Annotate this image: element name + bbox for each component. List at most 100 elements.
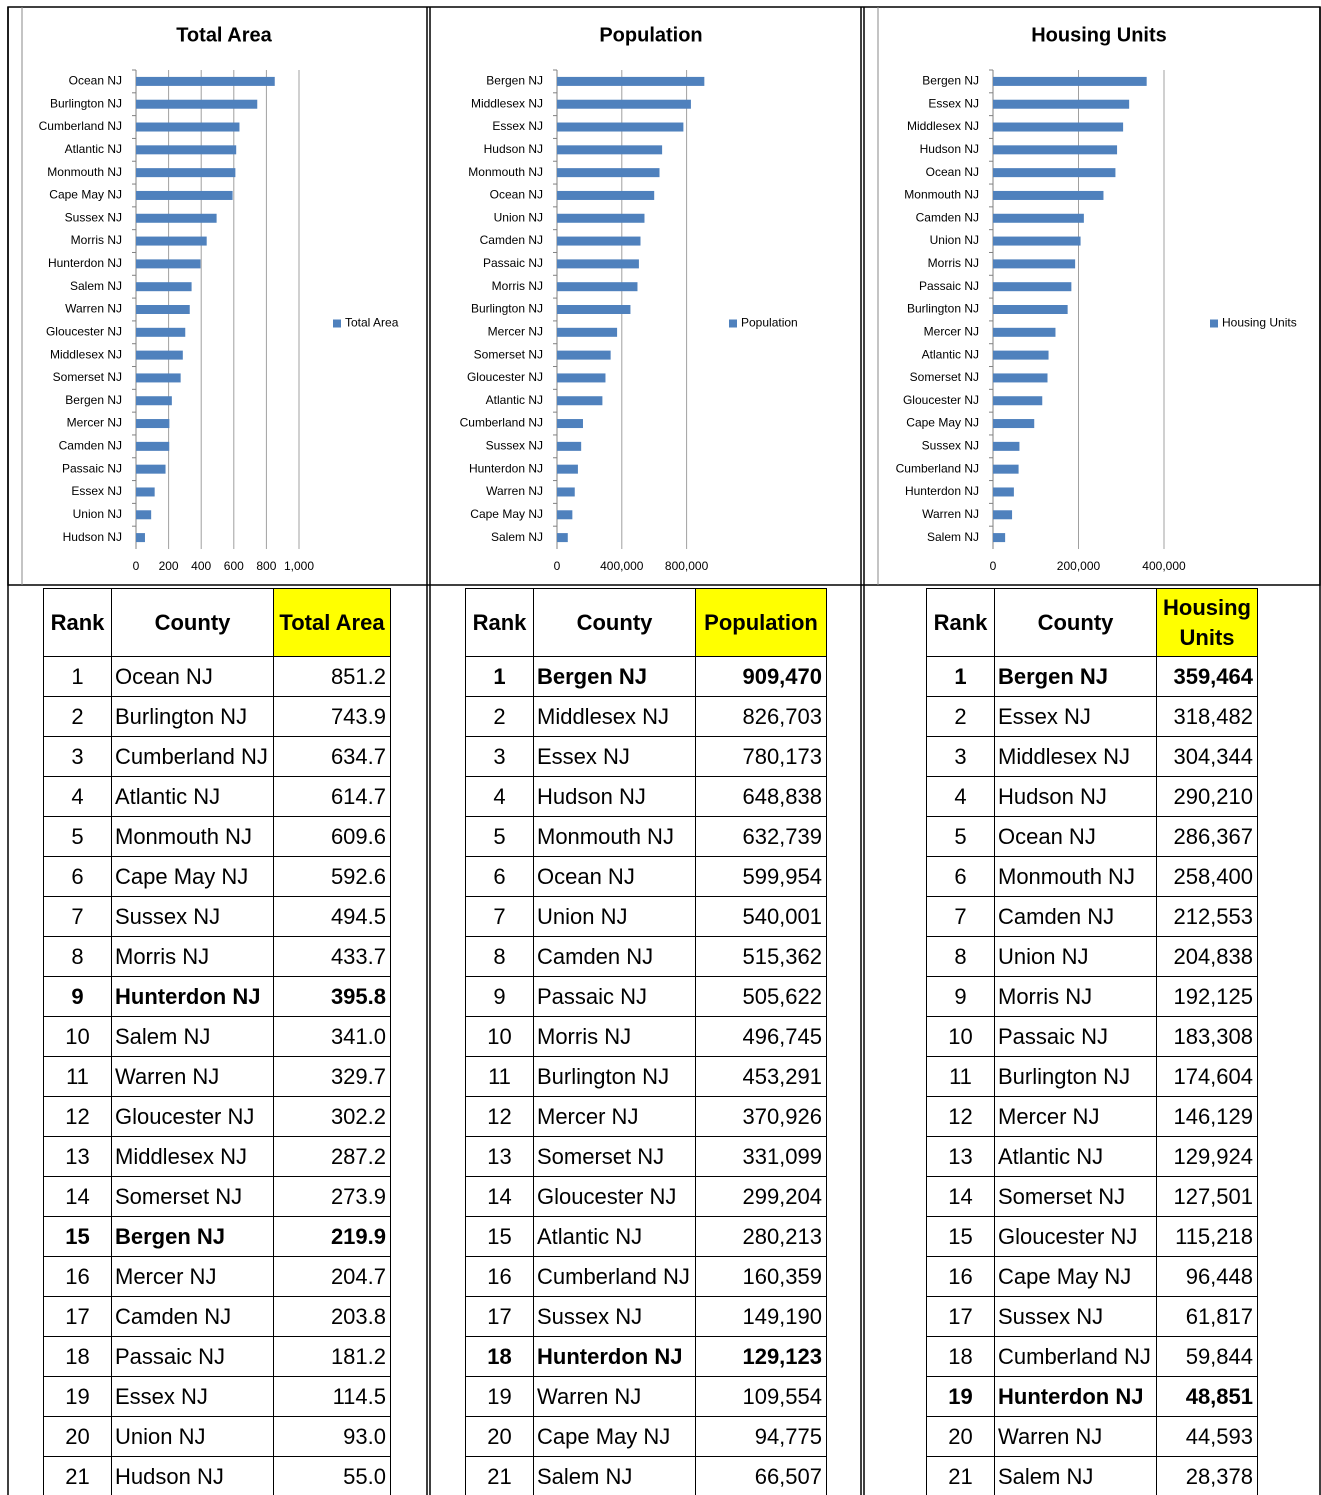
cell: 114.5 xyxy=(273,1376,391,1417)
cell: 129,924 xyxy=(1156,1136,1258,1177)
cell: Mercer NJ xyxy=(994,1096,1157,1137)
cell: 19 xyxy=(465,1376,534,1417)
cell: 19 xyxy=(926,1376,995,1417)
cell: 599,954 xyxy=(695,856,827,897)
cell: Atlantic NJ xyxy=(994,1136,1157,1177)
row: 7 Sussex NJ 494.5 xyxy=(43,896,391,937)
cell: Ocean NJ xyxy=(994,816,1157,857)
cell: 5 xyxy=(926,816,995,857)
bar xyxy=(993,282,1072,292)
bar xyxy=(557,533,568,543)
cell: 7 xyxy=(926,896,995,937)
bar xyxy=(993,350,1049,360)
cell: 826,703 xyxy=(695,696,827,737)
cell: Hudson NJ xyxy=(994,776,1157,817)
bar xyxy=(136,190,233,200)
bar xyxy=(557,190,655,200)
cell: Monmouth NJ xyxy=(111,816,274,857)
cell: Union NJ xyxy=(533,896,696,937)
cell: 203.8 xyxy=(273,1296,391,1337)
y-tick-label: Cumberland NJ xyxy=(39,119,122,133)
bar xyxy=(136,487,155,497)
cell: 149,190 xyxy=(695,1296,827,1337)
y-tick-label: Ocean NJ xyxy=(490,188,543,202)
y-tick-label: Atlantic NJ xyxy=(65,142,122,156)
cell: 13 xyxy=(43,1136,112,1177)
cell: Atlantic NJ xyxy=(111,776,274,817)
x-tick-label: 600 xyxy=(224,559,244,573)
cell: 3 xyxy=(43,736,112,777)
row: 8 Union NJ 204,838 xyxy=(926,936,1258,977)
cell: 115,218 xyxy=(1156,1216,1258,1257)
cell: 5 xyxy=(465,816,534,857)
cell: 318,482 xyxy=(1156,696,1258,737)
cell: 28,378 xyxy=(1156,1456,1258,1495)
cell: Mercer NJ xyxy=(111,1256,274,1297)
cell: 14 xyxy=(465,1176,534,1217)
row: 10 Passaic NJ 183,308 xyxy=(926,1016,1258,1057)
cell: 2 xyxy=(465,696,534,737)
cell: Cumberland NJ xyxy=(994,1336,1157,1377)
cell: 59,844 xyxy=(1156,1336,1258,1377)
bar xyxy=(557,282,638,292)
cell: 6 xyxy=(926,856,995,897)
bar xyxy=(136,441,170,451)
cell: 433.7 xyxy=(273,936,391,977)
cell: 780,173 xyxy=(695,736,827,777)
y-tick-label: Hudson NJ xyxy=(920,142,979,156)
cell: 4 xyxy=(926,776,995,817)
y-tick-label: Somerset NJ xyxy=(910,370,979,384)
legend-swatch xyxy=(729,319,737,328)
cell: 18 xyxy=(465,1336,534,1377)
y-tick-label: Burlington NJ xyxy=(907,302,979,316)
row: 3 Middlesex NJ 304,344 xyxy=(926,736,1258,777)
cell: Warren NJ xyxy=(111,1056,274,1097)
row: 2 Essex NJ 318,482 xyxy=(926,696,1258,737)
header-cell: Rank xyxy=(43,588,112,657)
cell: 181.2 xyxy=(273,1336,391,1377)
bar xyxy=(993,236,1081,246)
y-tick-label: Union NJ xyxy=(73,507,122,521)
chart-title: Population xyxy=(599,24,702,46)
y-tick-label: Bergen NJ xyxy=(922,74,979,88)
cell: 341.0 xyxy=(273,1016,391,1057)
cell: 13 xyxy=(926,1136,995,1177)
x-tick-label: 0 xyxy=(133,559,140,573)
row: 10 Salem NJ 341.0 xyxy=(43,1016,391,1057)
x-tick-label: 0 xyxy=(554,559,561,573)
y-tick-label: Monmouth NJ xyxy=(904,188,979,202)
cell: 331,099 xyxy=(695,1136,827,1177)
row: 15 Atlantic NJ 280,213 xyxy=(465,1216,827,1257)
cell: Somerset NJ xyxy=(994,1176,1157,1217)
bar xyxy=(136,373,181,383)
y-tick-label: Morris NJ xyxy=(928,256,979,270)
legend-label: Total Area xyxy=(345,316,399,330)
header-cell: County xyxy=(994,588,1157,657)
bar xyxy=(136,145,237,155)
row: 19 Hunterdon NJ 48,851 xyxy=(926,1376,1258,1417)
cell: Middlesex NJ xyxy=(994,736,1157,777)
cell: 21 xyxy=(43,1456,112,1495)
row: 19 Warren NJ 109,554 xyxy=(465,1376,827,1417)
cell: Salem NJ xyxy=(994,1456,1157,1495)
cell: 16 xyxy=(43,1256,112,1297)
bar xyxy=(557,213,645,223)
legend-swatch xyxy=(1210,319,1218,328)
y-tick-label: Hudson NJ xyxy=(63,530,122,544)
cell: Warren NJ xyxy=(533,1376,696,1417)
cell: Cape May NJ xyxy=(533,1416,696,1457)
row: 7 Union NJ 540,001 xyxy=(465,896,827,937)
cell: Somerset NJ xyxy=(533,1136,696,1177)
row: 16 Mercer NJ 204.7 xyxy=(43,1256,391,1297)
x-tick-label: 0 xyxy=(990,559,997,573)
header-cell: Housing Units xyxy=(1156,588,1258,657)
row: 11 Warren NJ 329.7 xyxy=(43,1056,391,1097)
cell: 15 xyxy=(926,1216,995,1257)
cell: 44,593 xyxy=(1156,1416,1258,1457)
cell: 17 xyxy=(43,1296,112,1337)
cell: 7 xyxy=(43,896,112,937)
cell: Cape May NJ xyxy=(111,856,274,897)
bar xyxy=(136,419,170,429)
cell: Hudson NJ xyxy=(533,776,696,817)
